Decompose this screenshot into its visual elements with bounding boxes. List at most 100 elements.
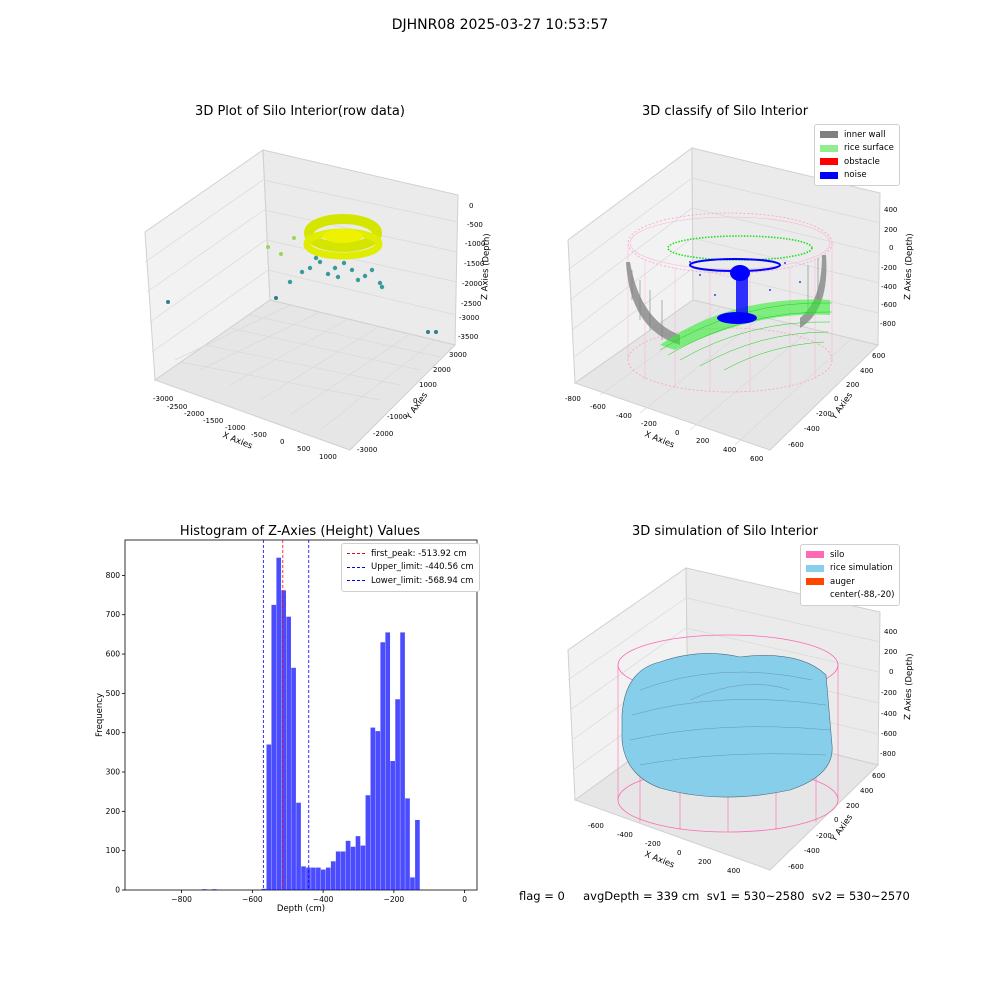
svg-text:400: 400 [860,367,873,375]
raw-panel-title: 3D Plot of Silo Interior(row data) [195,104,405,119]
legend-item-rice-surface: rice surface [820,142,894,156]
histogram-bar [320,869,326,890]
svg-text:0: 0 [889,244,893,252]
raw-3d-plot: -3000 -2500 -2000 -1500 -1000 -500 0 500… [144,149,492,461]
histogram-bar [370,727,376,890]
histogram-bar [286,616,291,890]
svg-text:0: 0 [675,429,679,437]
histogram-bar [385,632,391,890]
legend-swatch [820,144,838,152]
histogram-bar [395,699,400,890]
svg-text:400: 400 [884,206,897,214]
histogram-bar [266,744,272,890]
svg-text:-500: -500 [251,431,267,439]
legend-swatch [806,551,824,559]
svg-text:500: 500 [297,445,310,453]
legend-item-center: center(-88,-20) [806,589,894,603]
histogram-bar [325,867,331,890]
svg-text:200: 200 [846,381,859,389]
svg-text:-3000: -3000 [357,446,377,454]
histogram-bar [360,845,366,890]
svg-text:3000: 3000 [449,351,467,359]
x-tick-label: −200 [384,895,405,904]
histogram-y-ticks: 0 100 200 300 400 500 600 700 800 [106,571,125,895]
svg-text:-500: -500 [467,221,483,229]
svg-text:-1500: -1500 [464,260,484,268]
legend-line [347,566,365,568]
legend-swatch [806,578,824,586]
histogram-legend: first_peak: -513.92 cm Upper_limit: -440… [341,543,480,592]
histogram-bar [345,840,351,890]
raw-point-cloud [166,214,438,334]
svg-text:200: 200 [846,802,859,810]
x-tick-label: −800 [171,895,192,904]
svg-text:0: 0 [280,438,284,446]
simulation-xlabel: X Axies [643,850,676,871]
histogram-bar [212,889,217,890]
legend-swatch [820,171,838,179]
svg-text:-3500: -3500 [458,333,478,341]
svg-text:600: 600 [872,352,885,360]
legend-line [347,553,365,555]
svg-text:200: 200 [698,858,711,866]
histogram-bar [261,888,267,890]
svg-text:-400: -400 [617,831,633,839]
svg-text:0: 0 [889,668,893,676]
svg-text:-2000: -2000 [184,410,204,418]
classify-ylabel: Y Axies [829,390,856,422]
legend-item-lower-limit: Lower_limit: -568.94 cm [347,574,474,588]
svg-text:-1500: -1500 [203,417,223,425]
histogram-bar [415,820,420,890]
svg-text:-1000: -1000 [387,413,407,421]
classify-xlabel: X Axies [643,430,676,451]
y-tick-label: 600 [106,650,121,659]
simulation-legend: silo rice simulation auger center(-88,-2… [800,544,901,606]
histogram-bar [390,761,395,890]
svg-text:0: 0 [834,816,838,824]
svg-text:0: 0 [677,849,681,857]
svg-text:-200: -200 [641,420,657,428]
y-tick-label: 300 [106,768,121,777]
histogram-bar [202,889,207,890]
histogram-bar [410,877,415,890]
histogram-title: Histogram of Z-Axies (Height) Values [179,524,421,539]
histogram-bar [375,731,381,890]
histogram-bar [355,836,361,890]
figure-suptitle: DJHNR08 2025-03-27 10:53:57 [391,17,609,33]
histogram-bar [335,851,341,890]
classify-point-cloud [626,212,833,393]
histogram-chart: −800 −600 −400 −200 0 0 100 200 300 400 500 600 700… [95,539,478,914]
histogram-bar [296,802,301,890]
svg-text:-400: -400 [616,412,632,420]
raw-zlabel: Z Axies (Depth) [480,233,492,300]
histogram-bar [316,867,321,890]
histogram-ylabel: Frequency [95,693,105,737]
legend-item-first-peak: first_peak: -513.92 cm [347,547,474,561]
simulation-ylabel: Y Axies [829,812,856,844]
histogram-bar [276,557,282,890]
svg-text:-600: -600 [590,403,606,411]
svg-text:-800: -800 [880,320,896,328]
histogram-x-ticks: −800 −600 −400 −200 0 [171,890,467,904]
legend-item-auger: auger [806,575,894,589]
classify-zlabel: Z Axies (Depth) [903,233,915,300]
histogram-bar [306,867,311,890]
svg-text:-2000: -2000 [373,430,393,438]
svg-text:-400: -400 [804,425,820,433]
y-tick-label: 100 [106,846,121,855]
svg-text:-2000: -2000 [462,280,482,288]
y-tick-label: 700 [106,610,121,619]
svg-text:1000: 1000 [419,381,437,389]
legend-swatch [806,591,824,599]
legend-swatch [820,158,838,166]
legend-item-rice-simulation: rice simulation [806,562,894,576]
legend-item-silo: silo [806,548,894,562]
y-tick-label: 0 [115,886,120,895]
svg-text:-200: -200 [816,832,832,840]
histogram-bar [340,851,346,890]
svg-text:-3000: -3000 [459,314,479,322]
y-tick-label: 500 [106,689,121,698]
legend-line [347,580,365,582]
svg-text:-200: -200 [881,264,897,272]
